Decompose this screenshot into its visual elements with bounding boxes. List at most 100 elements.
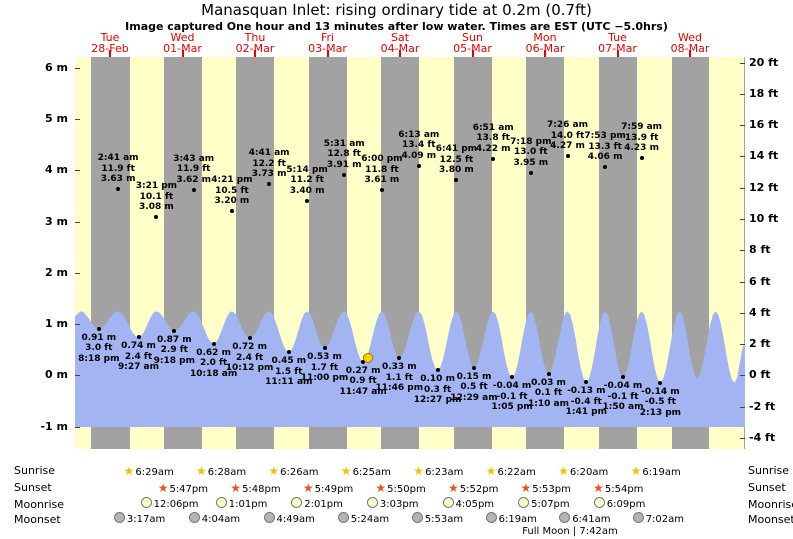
low-tide-dot xyxy=(211,341,216,346)
y-axis-left-tick xyxy=(75,272,80,274)
low-tide-time: 8:18 pm xyxy=(78,353,120,364)
low-tide-annotation: -0.14 m -0.5 ft 2:13 pm xyxy=(632,387,688,419)
high-tide-m: 3.91 m xyxy=(326,159,362,170)
day-date: 28-Feb xyxy=(91,42,129,55)
astro-row-label-right-sunset: Sunset xyxy=(748,481,786,494)
low-tide-time: 9:27 am xyxy=(118,362,159,373)
day-date: 03-Mar xyxy=(308,42,347,55)
sunrise-star-icon: ★ xyxy=(630,464,642,478)
sunset-time: 5:50pm xyxy=(387,484,426,495)
high-tide-ft: 11.8 ft xyxy=(365,164,399,175)
low-tide-m: 0.72 m xyxy=(232,342,267,353)
high-tide-time: 5:31 am xyxy=(323,138,365,149)
high-tide-ft: 13.3 ft xyxy=(588,141,622,152)
day-tick xyxy=(616,50,619,57)
day-name: Sat xyxy=(390,31,410,44)
sunrise-star-icon: ★ xyxy=(196,464,207,478)
sunrise-event: ★6:29am xyxy=(124,463,174,479)
y-axis-right-label: -2 ft xyxy=(749,399,776,413)
sunset-star-icon: ★ xyxy=(157,481,169,495)
low-tide-annotation: 0.87 m 2.9 ft 9:18 pm xyxy=(146,335,202,367)
moonrise-event: 4:05pm xyxy=(442,497,494,513)
y-axis-right-tick xyxy=(740,62,745,64)
astro-row-label-left-sunset: Sunset xyxy=(14,481,52,494)
high-tide-time: 6:13 am xyxy=(398,129,440,140)
low-tide-dot xyxy=(510,375,514,380)
day-name: Tue xyxy=(608,31,627,44)
high-tide-m: 4.22 m xyxy=(475,143,511,154)
moonset-event: 4:49am xyxy=(263,512,315,528)
moonrise-circle-icon xyxy=(291,497,303,508)
moonset-time: 7:02am xyxy=(645,514,685,525)
low-tide-annotation: 0.53 m 1.7 ft 11:00 pm xyxy=(297,352,353,384)
y-axis-right-tick xyxy=(740,312,745,314)
high-tide-dot xyxy=(342,172,347,177)
day-date: 05-Mar xyxy=(453,42,492,55)
y-axis-right-tick xyxy=(740,219,745,221)
high-tide-annotation: 6:00 pm 11.8 ft 3.61 m xyxy=(354,154,410,186)
y-axis-right-label: 20 ft xyxy=(749,55,779,69)
low-tide-annotation: -0.04 m -0.1 ft 1:50 am xyxy=(595,381,651,413)
moonrise-circle-icon xyxy=(593,497,605,508)
y-axis-right-label: 4 ft xyxy=(749,305,771,319)
full-moon-note: Full Moon | 7:42am xyxy=(522,526,618,537)
low-tide-annotation: 0.45 m 1.5 ft 11:11 am xyxy=(261,356,317,388)
y-axis-right-tick xyxy=(740,187,745,189)
day-label: Tue 07-Mar xyxy=(598,32,637,54)
tide-wave xyxy=(75,311,745,427)
high-tide-dot xyxy=(154,215,159,220)
moonset-circle-icon xyxy=(559,512,571,523)
moonset-circle-icon xyxy=(188,512,200,523)
low-tide-time: 2:13 pm xyxy=(639,407,682,418)
high-tide-m: 3.20 m xyxy=(214,196,250,207)
y-axis-right-label: 2 ft xyxy=(749,337,771,351)
sunset-event: ★5:54pm xyxy=(593,480,643,496)
high-tide-m: 3.63 m xyxy=(100,174,136,185)
high-tide-time: 6:41 pm xyxy=(435,144,478,155)
high-tide-dot xyxy=(639,156,644,161)
low-tide-m: -0.04 m xyxy=(492,381,532,392)
low-tide-annotation: 0.27 m 0.9 ft 11:47 am xyxy=(335,366,391,398)
day-date: 06-Mar xyxy=(525,42,565,55)
page-title: Manasquan Inlet: rising ordinary tide at… xyxy=(201,1,592,19)
low-tide-time: 11:00 pm xyxy=(300,373,349,384)
low-tide-dot xyxy=(472,365,476,370)
low-tide-time: 12:29 am xyxy=(450,392,498,403)
sunrise-star-icon: ★ xyxy=(558,464,569,478)
high-tide-ft: 13.4 ft xyxy=(402,140,436,151)
low-tide-ft: 1.1 ft xyxy=(385,372,413,383)
high-tide-annotation: 7:53 pm 13.3 ft 4.06 m xyxy=(577,131,633,163)
low-tide-ft: 0.9 ft xyxy=(349,376,377,387)
low-tide-annotation: 0.62 m 2.0 ft 10:18 am xyxy=(186,348,242,380)
low-tide-time: 12:27 pm xyxy=(413,395,462,406)
low-tide-annotation: 0.33 m 1.1 ft 11:46 pm xyxy=(371,362,427,394)
low-tide-annotation: 0.15 m 0.5 ft 12:29 am xyxy=(446,372,502,404)
high-tide-time: 4:41 am xyxy=(248,148,290,159)
y-axis-left-tick xyxy=(75,426,80,428)
day-tick xyxy=(471,50,474,57)
high-tide-annotation: 7:18 pm 13.0 ft 3.95 m xyxy=(503,137,559,169)
y-axis-left-tick xyxy=(75,118,80,120)
moonset-event: 6:19am xyxy=(485,512,537,528)
sunrise-time: 6:22am xyxy=(497,467,536,478)
day-label: Sun 05-Mar xyxy=(453,32,492,54)
low-tide-annotation: -0.13 m -0.4 ft 1:41 pm xyxy=(558,386,614,418)
high-tide-ft: 13.0 ft xyxy=(514,147,548,158)
high-tide-m: 4.27 m xyxy=(550,141,585,152)
sunrise-event: ★6:19am xyxy=(631,463,681,479)
high-tide-time: 3:43 am xyxy=(173,153,215,164)
y-axis-left-label: 0 m xyxy=(45,368,68,382)
moonrise-time: 1:01pm xyxy=(228,499,268,510)
day-tick xyxy=(689,50,691,57)
high-tide-time: 6:00 pm xyxy=(361,154,403,165)
high-tide-dot xyxy=(267,182,272,187)
sunset-star-icon: ★ xyxy=(448,481,459,495)
low-tide-dot xyxy=(96,326,101,331)
high-tide-m: 3.08 m xyxy=(139,202,174,213)
moonset-circle-icon xyxy=(263,512,275,523)
low-tide-ft: 1.7 ft xyxy=(310,362,339,373)
low-tide-dot xyxy=(286,350,291,355)
low-tide-ft: 3.0 ft xyxy=(85,343,113,354)
current-time-marker xyxy=(363,353,373,363)
sunset-star-icon: ★ xyxy=(302,481,314,495)
